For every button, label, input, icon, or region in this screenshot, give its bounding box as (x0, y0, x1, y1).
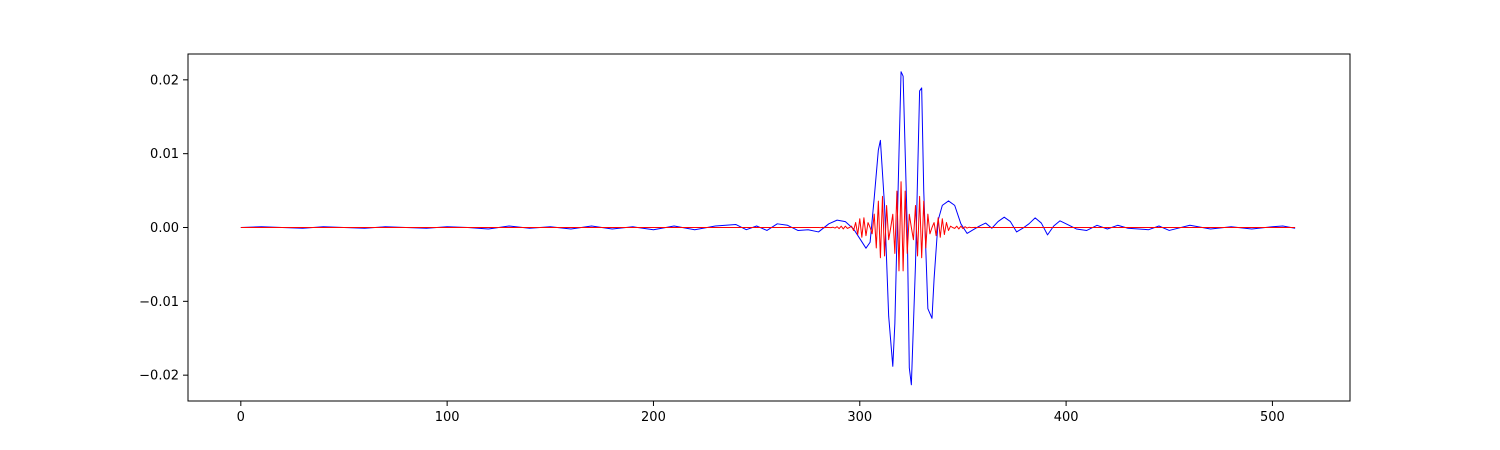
y-tick-label: 0.00 (150, 221, 179, 236)
series-line-1 (240, 71, 1296, 386)
y-tick-label: 0.01 (150, 147, 179, 162)
x-tick-label: 200 (641, 410, 666, 425)
x-tick-label: 0 (237, 410, 245, 425)
x-tick-label: 300 (847, 410, 872, 425)
series-line-2 (240, 181, 1296, 272)
y-axis: −0.02 −0.01 0.00 0.01 0.02 (139, 73, 188, 384)
x-axis: 0 100 200 300 400 500 (237, 401, 1285, 425)
x-tick-label: 500 (1260, 410, 1285, 425)
x-tick-label: 400 (1054, 410, 1079, 425)
y-tick-label: −0.01 (139, 295, 179, 310)
series-layer (240, 71, 1296, 386)
x-tick-label: 100 (435, 410, 460, 425)
y-tick-label: −0.02 (139, 369, 179, 384)
y-tick-label: 0.02 (150, 73, 179, 88)
